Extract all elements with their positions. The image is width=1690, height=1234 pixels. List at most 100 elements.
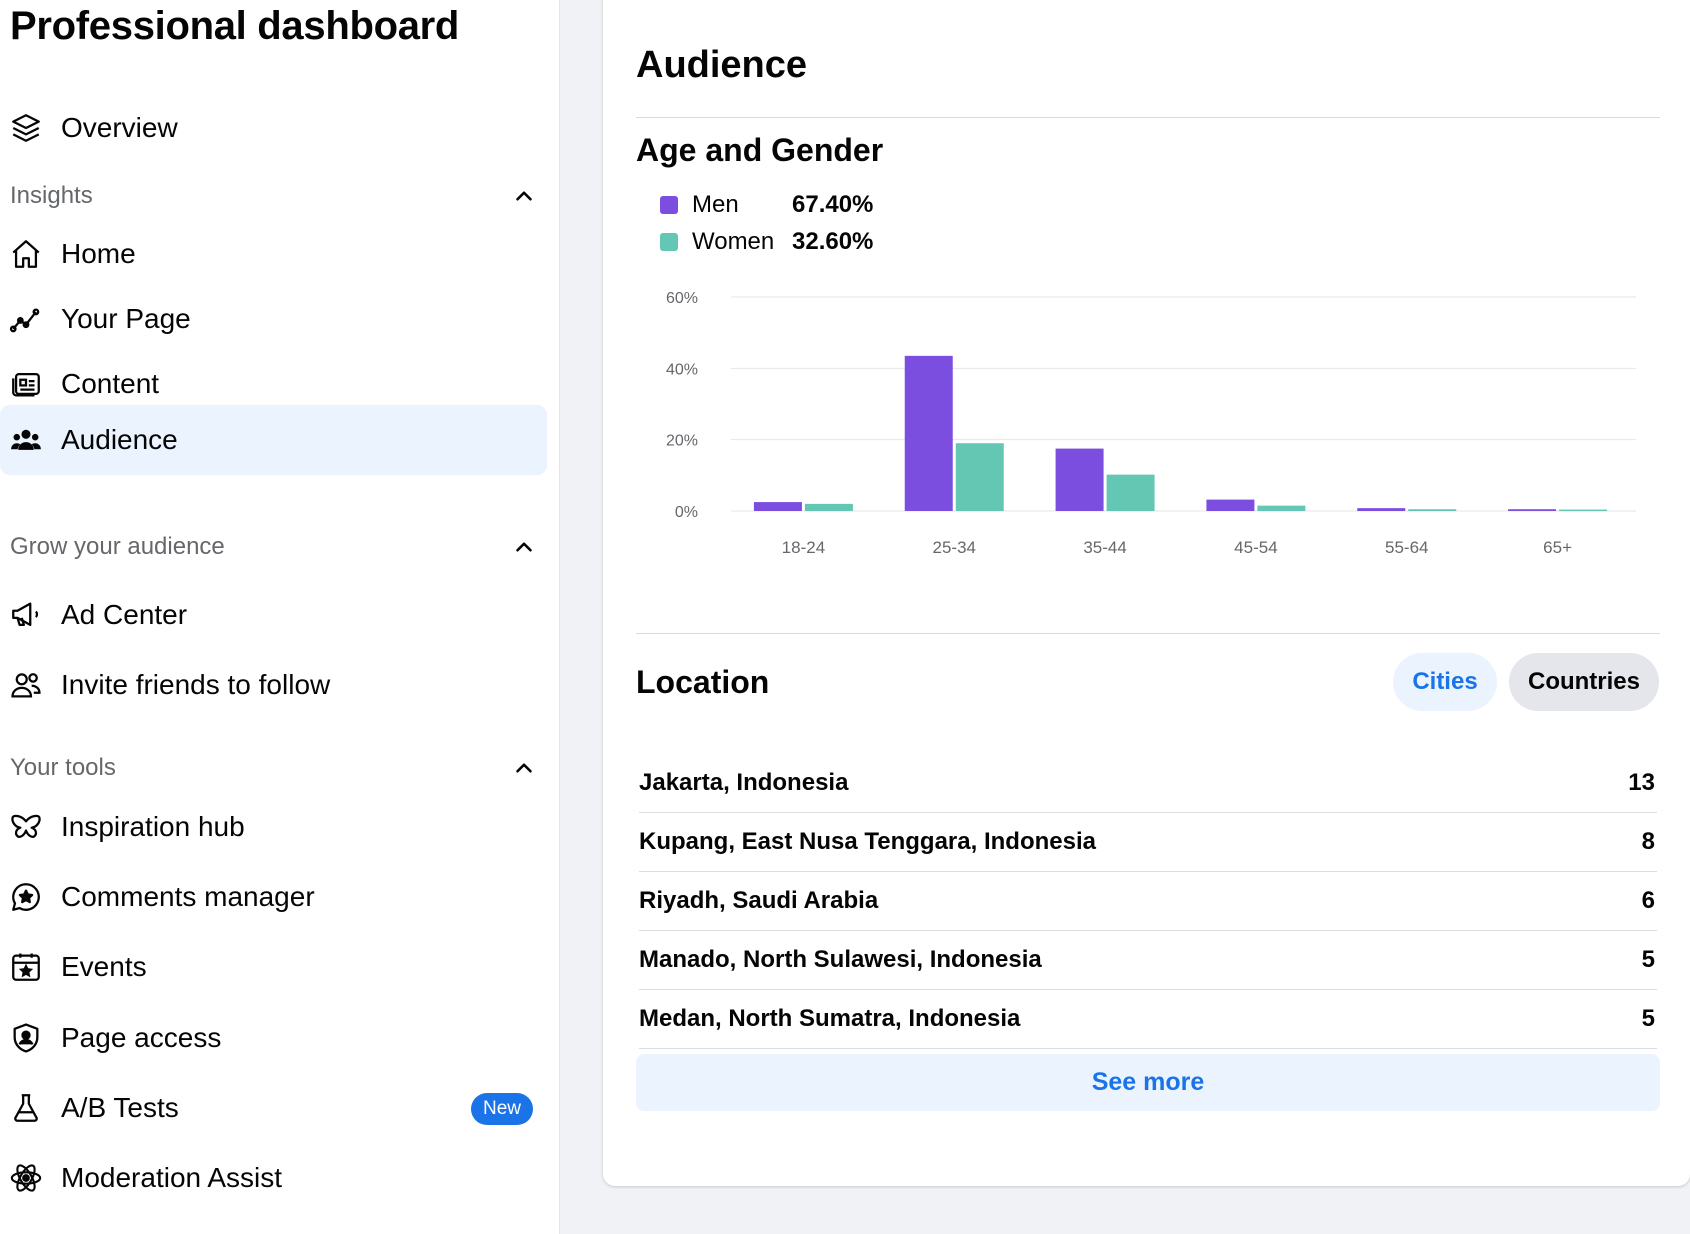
location-count: 5	[1641, 1005, 1655, 1032]
x-tick-label: 55-64	[1385, 538, 1428, 557]
bar-women-65+[interactable]	[1559, 509, 1608, 512]
x-tick-label: 65+	[1543, 538, 1572, 557]
sidebar-item-label: Events	[61, 951, 147, 982]
legend-swatch-men	[660, 196, 678, 214]
sidebar-item-label: Page access	[61, 1022, 222, 1053]
sidebar-item-your-page[interactable]: Your Page	[0, 284, 547, 354]
sidebar-item-label: Ad Center	[61, 599, 188, 630]
y-tick-label: 20%	[666, 433, 698, 450]
bar-men-65+[interactable]	[1508, 509, 1557, 511]
sidebar-item-label: Your Page	[61, 303, 191, 334]
sidebar-item-content[interactable]: Content	[0, 349, 547, 419]
list-item: Jakarta, Indonesia 13	[639, 754, 1657, 813]
sidebar-item-label: Invite friends to follow	[61, 669, 331, 700]
sidebar: Professional dashboard Overview Insights…	[0, 0, 560, 1234]
location-count: 5	[1641, 946, 1655, 973]
bar-men-45-54[interactable]	[1206, 499, 1255, 511]
section-label: Grow your audience	[10, 533, 225, 560]
sidebar-item-label: Audience	[61, 424, 178, 455]
x-tick-label: 18-24	[782, 538, 825, 557]
sidebar-item-label: Content	[61, 368, 160, 399]
sidebar-item-events[interactable]: Events	[0, 932, 547, 1002]
divider	[636, 117, 1660, 118]
sidebar-item-label: Comments manager	[61, 881, 315, 912]
legend-women: Women 32.60%	[660, 227, 873, 257]
sidebar-item-overview[interactable]: Overview	[0, 93, 547, 163]
x-tick-label: 45-54	[1234, 538, 1277, 557]
sidebar-item-comments-manager[interactable]: Comments manager	[0, 862, 547, 932]
location-name: Manado, North Sulawesi, Indonesia	[639, 946, 1042, 973]
chevron-up-icon	[516, 542, 532, 552]
bar-women-45-54[interactable]	[1257, 505, 1306, 511]
list-item: Kupang, East Nusa Tenggara, Indonesia 8	[639, 813, 1657, 872]
section-your-tools[interactable]: Your tools	[10, 748, 537, 788]
section-insights[interactable]: Insights	[10, 176, 537, 216]
location-name: Jakarta, Indonesia	[639, 769, 849, 796]
tab-countries[interactable]: Countries	[1509, 653, 1659, 711]
page-title: Audience	[636, 44, 808, 86]
trend-icon	[9, 302, 43, 336]
legend-men: Men 67.40%	[660, 190, 873, 220]
section-label: Your tools	[10, 754, 116, 781]
sidebar-item-page-access[interactable]: Page access	[0, 1003, 547, 1073]
location-name: Kupang, East Nusa Tenggara, Indonesia	[639, 828, 1096, 855]
sidebar-title: Professional dashboard	[10, 4, 460, 48]
tab-cities[interactable]: Cities	[1393, 653, 1497, 711]
divider	[636, 633, 1660, 634]
section-label: Insights	[10, 182, 93, 209]
location-name: Medan, North Sumatra, Indonesia	[639, 1005, 1021, 1032]
bar-men-55-64[interactable]	[1357, 508, 1406, 511]
calendar-star-icon	[9, 950, 43, 984]
y-tick-label: 40%	[666, 361, 698, 378]
gear-atom-icon	[9, 1161, 43, 1195]
sidebar-item-label: A/B Tests	[61, 1092, 179, 1123]
legend-value: 67.40%	[792, 191, 874, 218]
people-icon	[9, 423, 43, 457]
sidebar-item-audience[interactable]: Audience	[0, 405, 547, 475]
chevron-up-icon	[516, 763, 532, 773]
legend-name: Women	[692, 228, 775, 255]
layers-icon	[9, 111, 43, 145]
see-more-button[interactable]: See more	[636, 1054, 1660, 1111]
home-icon	[9, 237, 43, 271]
bar-men-25-34[interactable]	[904, 355, 953, 511]
content-icon	[9, 367, 43, 401]
invite-friends-icon	[9, 668, 43, 702]
location-title: Location	[636, 664, 770, 700]
sidebar-item-ab-tests[interactable]: A/B Tests New	[0, 1073, 547, 1143]
new-badge: New	[470, 1093, 533, 1125]
y-tick-label: 60%	[666, 290, 698, 307]
chevron-up-icon	[516, 191, 532, 201]
x-tick-label: 25-34	[933, 538, 976, 557]
bar-women-35-44[interactable]	[1106, 474, 1155, 511]
location-name: Riyadh, Saudi Arabia	[639, 887, 879, 914]
sidebar-item-home[interactable]: Home	[0, 219, 547, 289]
audience-card: Audience Age and Gender Men 67.40% Women…	[603, 0, 1690, 1186]
flask-icon	[9, 1091, 43, 1125]
list-item: Manado, North Sulawesi, Indonesia 5	[639, 931, 1657, 990]
bar-men-35-44[interactable]	[1055, 448, 1104, 511]
sidebar-item-label: Home	[61, 238, 136, 269]
x-tick-label: 35-44	[1083, 538, 1126, 557]
sidebar-item-invite-friends[interactable]: Invite friends to follow	[0, 650, 547, 720]
butterfly-icon	[9, 810, 43, 844]
sidebar-item-label: Moderation Assist	[61, 1162, 282, 1193]
location-count: 13	[1628, 769, 1655, 796]
section-grow[interactable]: Grow your audience	[10, 527, 537, 567]
bar-women-55-64[interactable]	[1408, 509, 1457, 511]
list-item: Medan, North Sumatra, Indonesia 5	[639, 990, 1657, 1049]
sidebar-item-label: Overview	[61, 112, 178, 143]
bar-women-18-24[interactable]	[804, 503, 853, 511]
comment-star-icon	[9, 880, 43, 914]
bar-men-18-24[interactable]	[753, 502, 802, 511]
age-gender-chart: 0% 20% 40% 60% 18-24 25-34 35-44 45-54 55-64 65+	[666, 290, 1636, 557]
shield-user-icon	[9, 1021, 43, 1055]
bar-women-25-34[interactable]	[955, 443, 1004, 511]
sidebar-item-inspiration-hub[interactable]: Inspiration hub	[0, 792, 547, 862]
sidebar-item-ad-center[interactable]: Ad Center	[0, 580, 547, 650]
list-item: Riyadh, Saudi Arabia 6	[639, 872, 1657, 931]
megaphone-icon	[9, 598, 43, 632]
sidebar-item-moderation-assist[interactable]: Moderation Assist	[0, 1143, 547, 1213]
location-count: 8	[1641, 828, 1655, 855]
legend-value: 32.60%	[792, 228, 874, 255]
